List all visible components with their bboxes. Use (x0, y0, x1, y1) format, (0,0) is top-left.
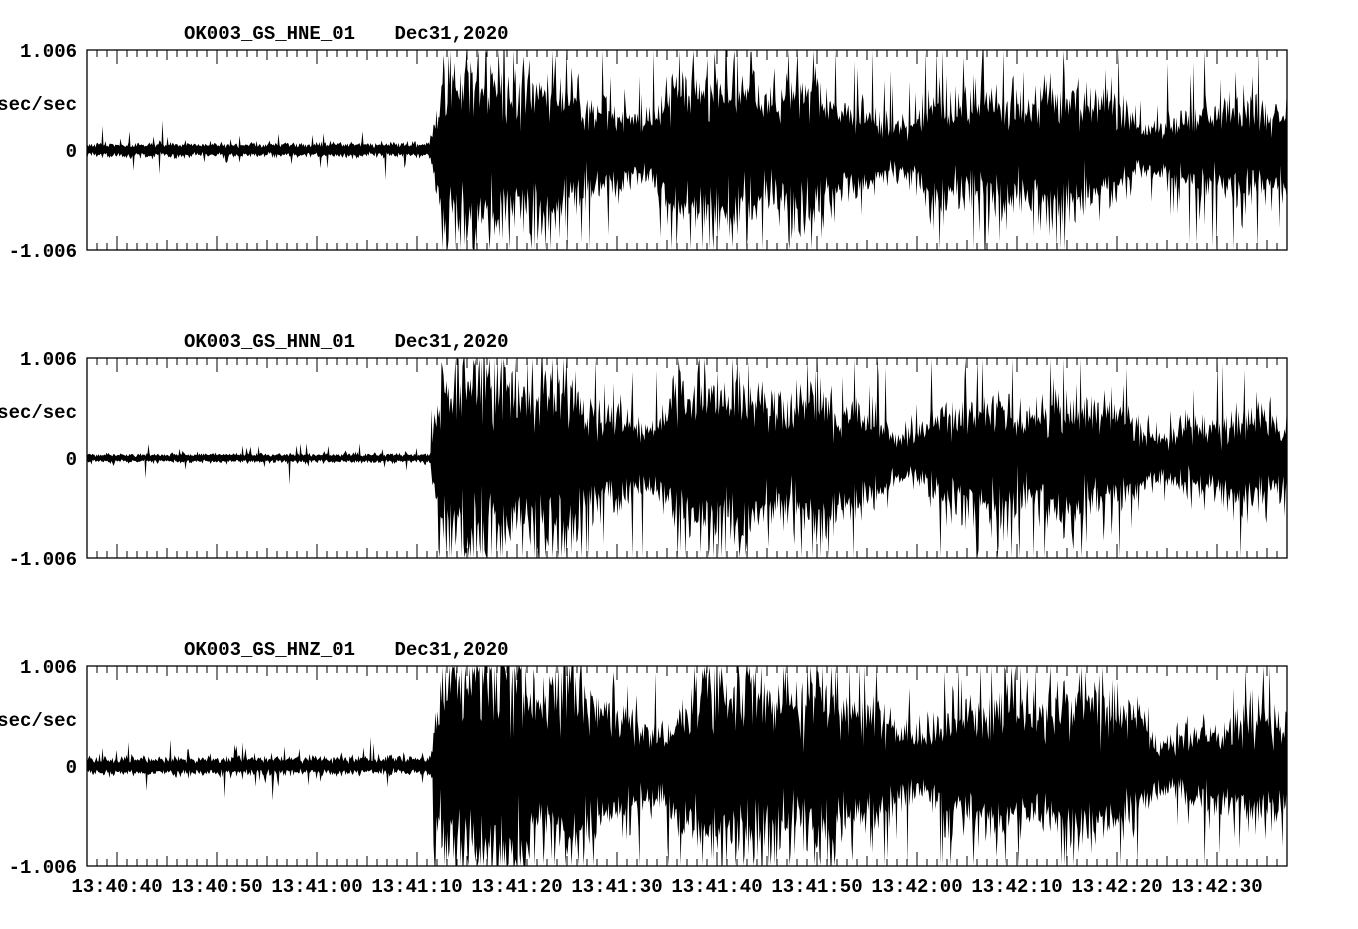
svg-text:13:41:40: 13:41:40 (671, 876, 762, 898)
svg-text:13:41:00: 13:41:00 (271, 876, 362, 898)
svg-text:13:42:20: 13:42:20 (1071, 876, 1162, 898)
svg-text:13:42:10: 13:42:10 (971, 876, 1062, 898)
svg-text:cm/sec/sec: cm/sec/sec (0, 94, 77, 116)
svg-text:1.006: 1.006 (20, 657, 77, 679)
svg-text:13:42:30: 13:42:30 (1171, 876, 1262, 898)
svg-text:13:41:10: 13:41:10 (371, 876, 462, 898)
svg-text:-1.006: -1.006 (9, 857, 77, 879)
svg-text:Dec31,2020: Dec31,2020 (395, 23, 509, 45)
svg-text:cm/sec/sec: cm/sec/sec (0, 402, 77, 424)
svg-text:1.006: 1.006 (20, 41, 77, 63)
svg-text:OK003_GS_HNN_01: OK003_GS_HNN_01 (184, 331, 355, 353)
svg-text:13:42:00: 13:42:00 (871, 876, 962, 898)
svg-text:13:41:30: 13:41:30 (571, 876, 662, 898)
svg-text:13:40:50: 13:40:50 (171, 876, 262, 898)
svg-text:0: 0 (66, 757, 77, 779)
svg-text:-1.006: -1.006 (9, 241, 77, 263)
svg-text:OK003_GS_HNZ_01: OK003_GS_HNZ_01 (184, 639, 355, 661)
svg-text:Dec31,2020: Dec31,2020 (395, 639, 509, 661)
svg-text:1.006: 1.006 (20, 349, 77, 371)
svg-text:-1.006: -1.006 (9, 549, 77, 571)
svg-text:13:41:50: 13:41:50 (771, 876, 862, 898)
svg-text:13:40:40: 13:40:40 (71, 876, 162, 898)
svg-text:0: 0 (66, 141, 77, 163)
svg-text:13:41:20: 13:41:20 (471, 876, 562, 898)
svg-text:OK003_GS_HNE_01: OK003_GS_HNE_01 (184, 23, 355, 45)
svg-text:0: 0 (66, 449, 77, 471)
svg-text:cm/sec/sec: cm/sec/sec (0, 710, 77, 732)
svg-text:Dec31,2020: Dec31,2020 (395, 331, 509, 353)
